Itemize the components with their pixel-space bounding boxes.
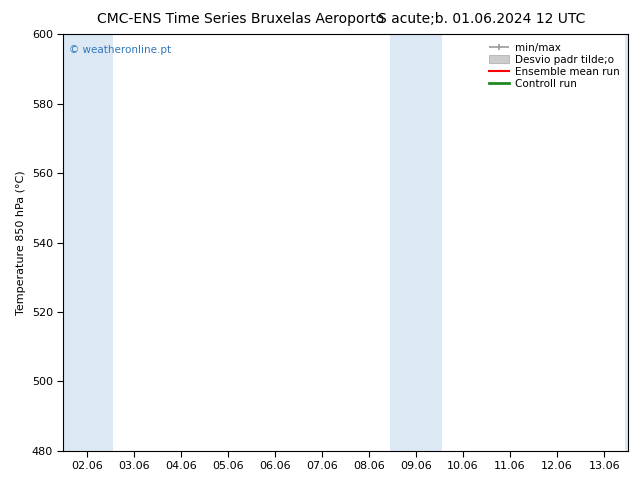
Y-axis label: Temperature 850 hPa (°C): Temperature 850 hPa (°C) — [16, 170, 26, 315]
Text: S acute;b. 01.06.2024 12 UTC: S acute;b. 01.06.2024 12 UTC — [378, 12, 586, 26]
Bar — [625, 34, 634, 451]
Bar — [63, 34, 113, 451]
Legend: min/max, Desvio padr tilde;o, Ensemble mean run, Controll run: min/max, Desvio padr tilde;o, Ensemble m… — [486, 40, 623, 92]
Text: © weatheronline.pt: © weatheronline.pt — [69, 45, 171, 55]
Text: CMC-ENS Time Series Bruxelas Aeroporto: CMC-ENS Time Series Bruxelas Aeroporto — [97, 12, 385, 26]
Bar — [416, 34, 442, 451]
Bar — [390, 34, 416, 451]
